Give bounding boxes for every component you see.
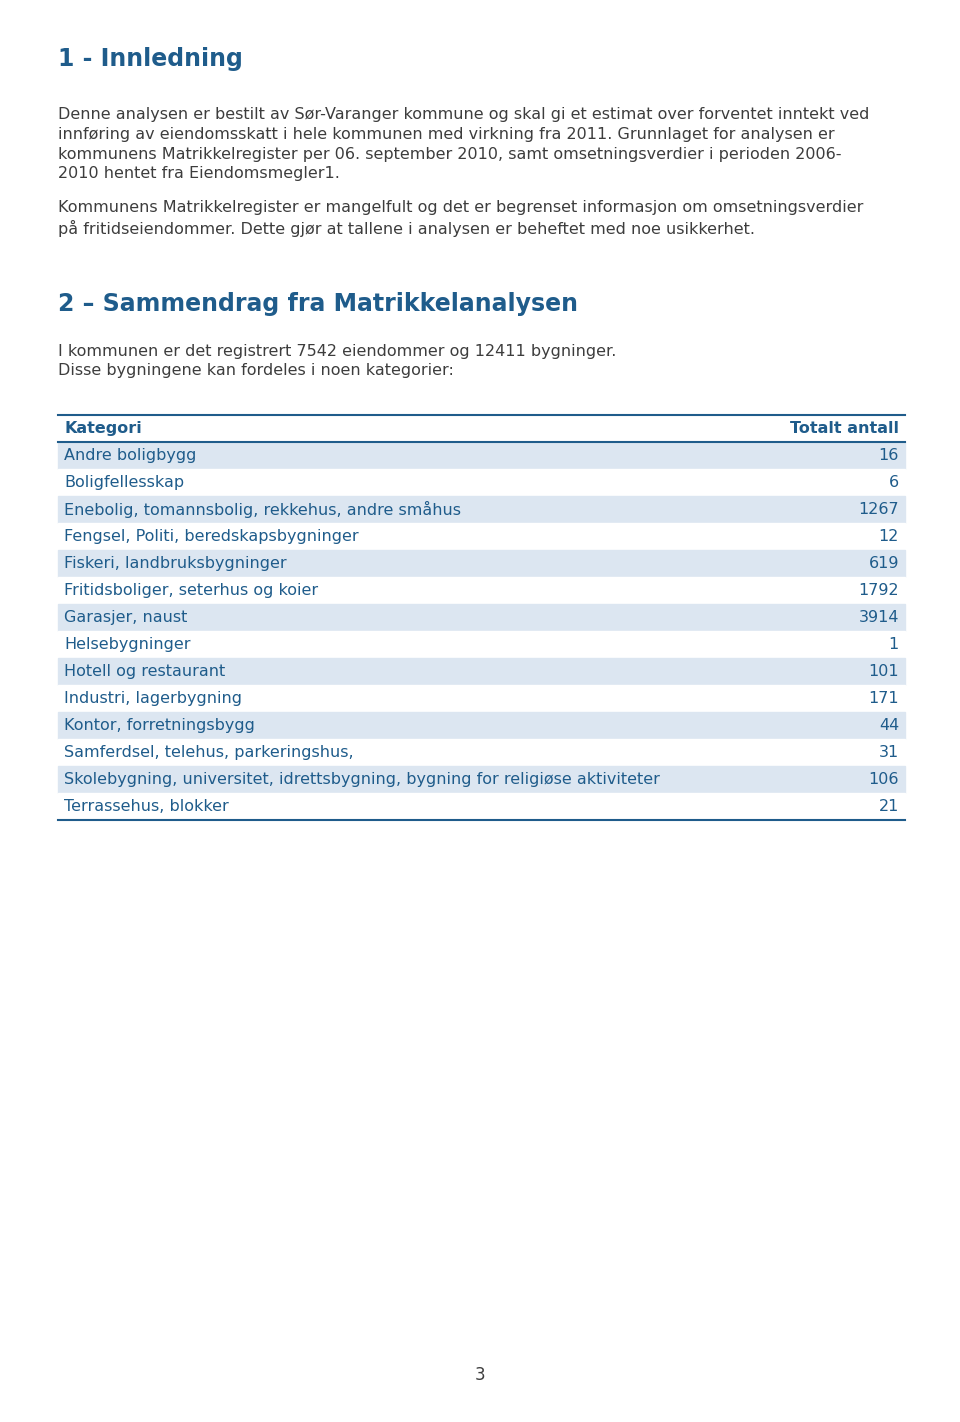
Text: Industri, lagerbygning: Industri, lagerbygning [64,691,242,707]
Text: Fengsel, Politi, beredskapsbygninger: Fengsel, Politi, beredskapsbygninger [64,529,359,545]
Text: 44: 44 [878,718,899,734]
Bar [58,469,905,496]
Text: 1 - Innledning: 1 - Innledning [58,47,243,71]
Text: Totalt antall: Totalt antall [790,421,899,437]
Text: Garasjer, naust: Garasjer, naust [64,610,187,626]
Text: Kommunens Matrikkelregister er mangelfult og det er begrenset informasjon om oms: Kommunens Matrikkelregister er mangelful… [58,201,863,215]
Text: 101: 101 [869,664,899,680]
Text: 21: 21 [878,799,899,815]
Text: I kommunen er det registrert 7542 eiendommer og 12411 bygninger.: I kommunen er det registrert 7542 eiendo… [58,344,616,358]
Bar [58,766,905,793]
Text: 12: 12 [878,529,899,545]
Bar [58,550,905,577]
Text: 106: 106 [869,772,899,788]
Bar [58,604,905,631]
Bar [58,577,905,604]
Text: 3: 3 [474,1367,486,1384]
Text: 1267: 1267 [858,502,899,518]
Text: kommunens Matrikkelregister per 06. september 2010, samt omsetningsverdier i per: kommunens Matrikkelregister per 06. sept… [58,146,842,162]
Text: Skolebygning, universitet, idrettsbygning, bygning for religiøse aktiviteter: Skolebygning, universitet, idrettsbygnin… [64,772,660,788]
Bar [58,523,905,550]
Bar [58,658,905,685]
Text: innføring av eiendomsskatt i hele kommunen med virkning fra 2011. Grunnlaget for: innføring av eiendomsskatt i hele kommun… [58,127,834,142]
Text: Terrassehus, blokker: Terrassehus, blokker [64,799,228,815]
Text: 619: 619 [869,556,899,572]
Text: 2 – Sammendrag fra Matrikkelanalysen: 2 – Sammendrag fra Matrikkelanalysen [58,292,578,316]
Bar [58,442,905,469]
Bar [58,712,905,739]
Text: Helsebygninger: Helsebygninger [64,637,190,653]
Text: Fritidsboliger, seterhus og koier: Fritidsboliger, seterhus og koier [64,583,318,599]
Text: Boligfellesskap: Boligfellesskap [64,475,184,491]
Text: 31: 31 [878,745,899,761]
Text: Kategori: Kategori [64,421,142,437]
Bar [58,415,905,442]
Text: Denne analysen er bestilt av Sør-Varanger kommune og skal gi et estimat over for: Denne analysen er bestilt av Sør-Varange… [58,107,870,122]
Bar [58,685,905,712]
Text: Disse bygningene kan fordeles i noen kategorier:: Disse bygningene kan fordeles i noen kat… [58,364,454,378]
Bar [58,793,905,820]
Text: 171: 171 [869,691,899,707]
Text: Fiskeri, landbruksbygninger: Fiskeri, landbruksbygninger [64,556,287,572]
Text: 16: 16 [878,448,899,464]
Bar [58,631,905,658]
Text: 3914: 3914 [858,610,899,626]
Text: 1: 1 [889,637,899,653]
Text: Samferdsel, telehus, parkeringshus,: Samferdsel, telehus, parkeringshus, [64,745,353,761]
Text: på fritidseiendommer. Dette gjør at tallene i analysen er beheftet med noe usikk: på fritidseiendommer. Dette gjør at tall… [58,220,755,237]
Text: Hotell og restaurant: Hotell og restaurant [64,664,226,680]
Bar [58,496,905,523]
Text: 2010 hentet fra Eiendomsmegler1.: 2010 hentet fra Eiendomsmegler1. [58,166,340,182]
Text: 1792: 1792 [858,583,899,599]
Text: Enebolig, tomannsbolig, rekkehus, andre småhus: Enebolig, tomannsbolig, rekkehus, andre … [64,502,461,519]
Bar [58,739,905,766]
Text: 6: 6 [889,475,899,491]
Text: Kontor, forretningsbygg: Kontor, forretningsbygg [64,718,254,734]
Text: Andre boligbygg: Andre boligbygg [64,448,197,464]
